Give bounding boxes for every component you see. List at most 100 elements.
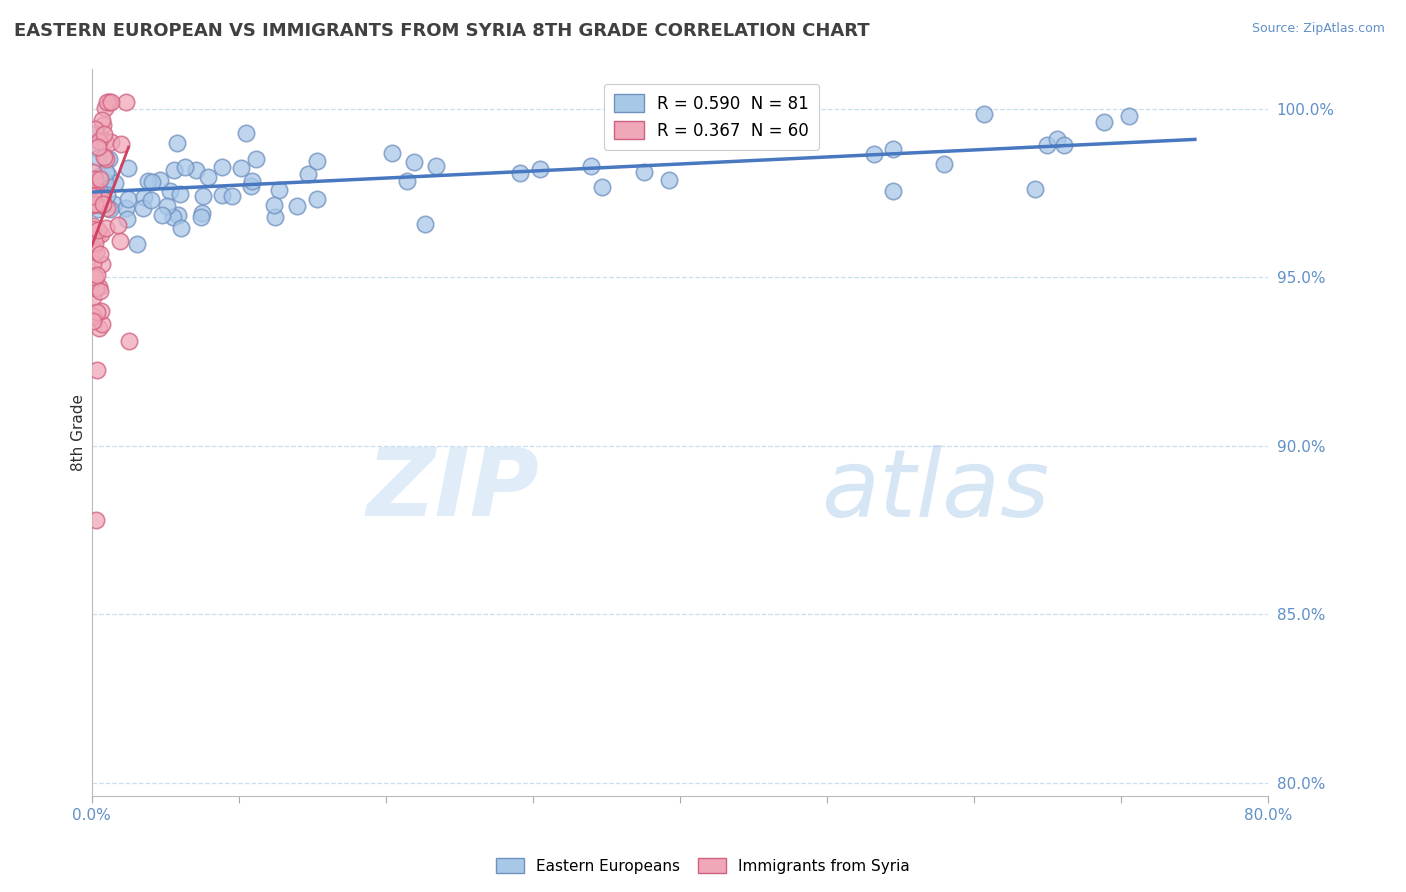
Point	[108, 234, 131, 248]
Point	[87, 279, 110, 293]
Point	[83, 121, 105, 136]
Point	[264, 210, 287, 224]
Point	[82, 256, 104, 270]
Point	[89, 321, 111, 335]
Point	[117, 192, 139, 206]
Point	[94, 134, 117, 148]
Point	[381, 146, 404, 161]
Point	[149, 173, 172, 187]
Point	[96, 187, 118, 202]
Point	[94, 175, 117, 189]
Point	[169, 187, 191, 202]
Point	[127, 236, 149, 251]
Point	[100, 95, 122, 110]
Point	[117, 161, 139, 175]
Point	[97, 95, 120, 110]
Point	[186, 163, 208, 178]
Point	[263, 198, 285, 212]
Point	[91, 112, 114, 127]
Point	[84, 197, 107, 211]
Point	[82, 221, 104, 235]
Point	[740, 125, 762, 139]
Point	[297, 168, 319, 182]
Point	[83, 269, 105, 284]
Point	[1092, 115, 1115, 129]
Text: EASTERN EUROPEAN VS IMMIGRANTS FROM SYRIA 8TH GRADE CORRELATION CHART: EASTERN EUROPEAN VS IMMIGRANTS FROM SYRI…	[14, 22, 870, 40]
Point	[82, 189, 104, 203]
Point	[82, 310, 104, 324]
Point	[211, 187, 233, 202]
Point	[197, 169, 219, 184]
Point	[862, 147, 884, 161]
Point	[84, 245, 107, 260]
Point	[231, 161, 253, 175]
Point	[1024, 182, 1046, 196]
Legend: Eastern Europeans, Immigrants from Syria: Eastern Europeans, Immigrants from Syria	[491, 852, 915, 880]
Point	[84, 141, 107, 155]
Point	[190, 206, 212, 220]
Point	[83, 197, 105, 211]
Y-axis label: 8th Grade: 8th Grade	[72, 393, 86, 471]
Point	[96, 165, 118, 179]
Point	[94, 101, 117, 115]
Point	[86, 228, 108, 243]
Point	[83, 187, 105, 202]
Point	[83, 269, 105, 284]
Point	[117, 212, 139, 227]
Point	[91, 118, 114, 132]
Point	[87, 223, 110, 237]
Point	[104, 176, 127, 190]
Point	[97, 168, 120, 182]
Point	[633, 165, 655, 179]
Point	[82, 165, 104, 179]
Point	[305, 153, 328, 168]
Point	[84, 513, 107, 527]
Point	[86, 268, 108, 282]
Point	[150, 208, 173, 222]
Point	[509, 166, 531, 180]
Point	[114, 95, 136, 110]
Point	[141, 175, 163, 189]
Point	[96, 220, 118, 235]
Point	[240, 174, 263, 188]
Point	[87, 190, 110, 204]
Point	[96, 201, 118, 215]
Point	[87, 169, 110, 183]
Point	[882, 184, 904, 198]
Point	[87, 171, 110, 186]
Point	[98, 202, 121, 216]
Point	[973, 107, 995, 121]
Point	[221, 188, 243, 202]
Point	[91, 196, 114, 211]
Point	[1052, 138, 1074, 153]
Point	[82, 314, 104, 328]
Point	[1036, 138, 1059, 153]
Point	[86, 363, 108, 377]
Point	[82, 290, 104, 304]
Point	[91, 318, 114, 332]
Point	[86, 126, 108, 140]
Point	[132, 189, 155, 203]
Text: atlas: atlas	[821, 445, 1049, 536]
Point	[84, 171, 107, 186]
Point	[91, 191, 114, 205]
Point	[117, 334, 139, 348]
Point	[87, 184, 110, 198]
Point	[84, 235, 107, 250]
Point	[93, 127, 115, 141]
Point	[94, 153, 117, 167]
Point	[404, 154, 426, 169]
Point	[235, 126, 257, 140]
Point	[166, 136, 188, 151]
Point	[269, 183, 291, 197]
Point	[579, 159, 602, 173]
Point	[86, 152, 108, 166]
Point	[245, 152, 267, 166]
Point	[307, 192, 329, 206]
Point	[89, 284, 111, 298]
Point	[84, 194, 107, 209]
Point	[136, 173, 159, 187]
Point	[96, 95, 118, 110]
Point	[84, 184, 107, 198]
Point	[156, 199, 179, 213]
